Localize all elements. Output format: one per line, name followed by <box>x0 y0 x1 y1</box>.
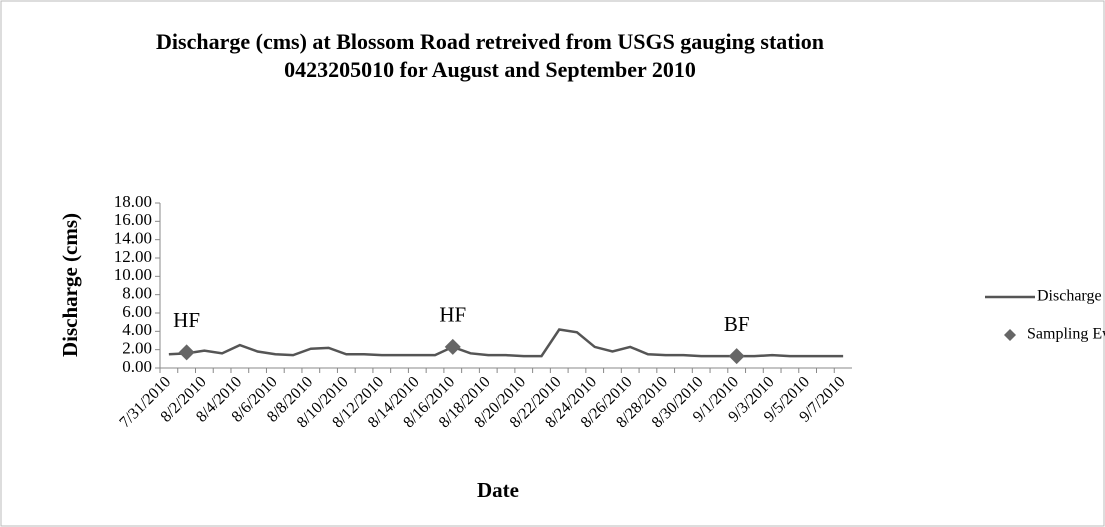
y-tick-label: 10.00 <box>114 265 152 284</box>
y-tick-label: 14.00 <box>114 229 152 248</box>
legend-label: Sampling Events <box>1027 326 1105 343</box>
y-tick-label: 18.00 <box>114 192 152 211</box>
point-label: HF <box>439 303 466 327</box>
data-point <box>178 344 195 361</box>
data-point <box>444 338 461 355</box>
y-tick-label: 2.00 <box>122 339 152 358</box>
y-axis-title: Discharge (cms) <box>58 213 82 357</box>
legend-marker <box>1004 329 1016 341</box>
chart-title: Discharge (cms) at Blossom Road retreive… <box>156 29 824 54</box>
y-tick-label: 0.00 <box>122 357 152 376</box>
chart-title: 0423205010 for August and September 2010 <box>284 57 696 82</box>
y-tick-label: 6.00 <box>122 302 152 321</box>
legend-label: Discharge <box>1037 288 1102 305</box>
point-label: BF <box>724 312 750 336</box>
y-tick-label: 16.00 <box>114 210 152 229</box>
y-tick-label: 8.00 <box>122 284 152 303</box>
x-axis-title: Date <box>477 478 519 502</box>
y-tick-label: 4.00 <box>122 320 152 339</box>
y-tick-label: 12.00 <box>114 247 152 266</box>
data-point <box>728 348 745 365</box>
point-label: HF <box>173 308 200 332</box>
